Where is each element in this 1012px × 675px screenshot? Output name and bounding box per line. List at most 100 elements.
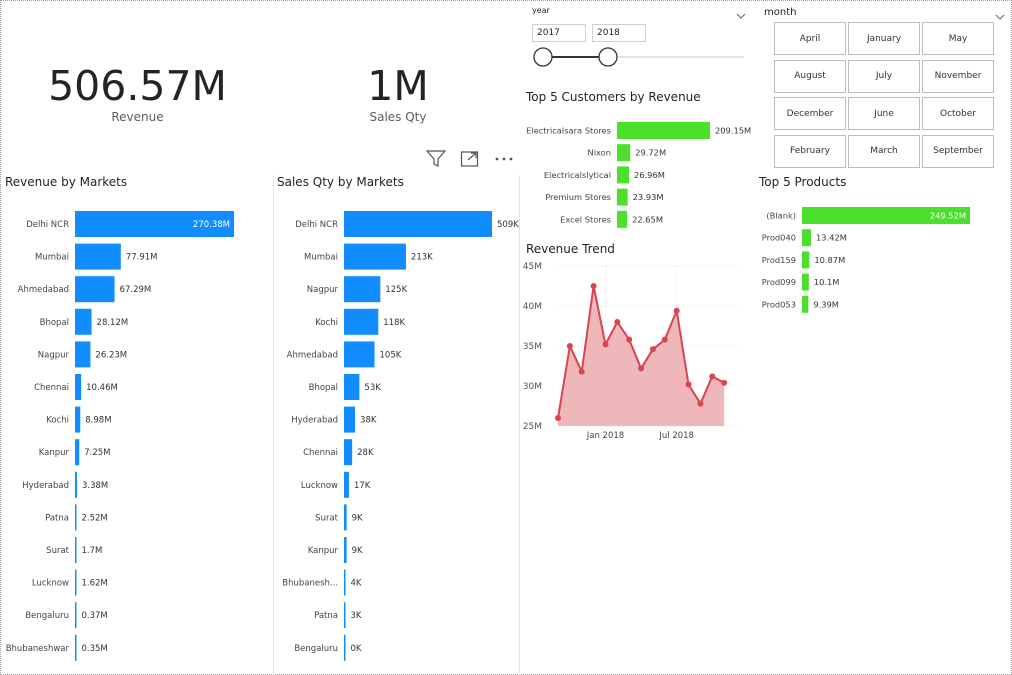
bar bbox=[344, 569, 346, 596]
bar bbox=[802, 295, 809, 313]
bar bbox=[617, 122, 710, 139]
category-label: Nagpur bbox=[38, 350, 70, 360]
data-label: 2.52M bbox=[82, 513, 108, 523]
month-option-october[interactable]: October bbox=[922, 97, 994, 130]
bar bbox=[75, 211, 234, 237]
data-label: 53K bbox=[364, 383, 381, 393]
data-label: 38K bbox=[360, 416, 377, 426]
bar bbox=[344, 602, 346, 629]
bar bbox=[75, 634, 77, 661]
year-range-slider[interactable] bbox=[532, 46, 747, 68]
top-products-title: Top 5 Products bbox=[759, 175, 847, 189]
y-tick-label: 40M bbox=[523, 302, 542, 312]
month-option-september[interactable]: September bbox=[922, 134, 994, 168]
month-option-july[interactable]: July bbox=[848, 59, 920, 93]
divider bbox=[519, 175, 520, 675]
category-label: Bhopal bbox=[40, 318, 69, 328]
y-tick-label: 25M bbox=[523, 422, 542, 432]
data-label: 9K bbox=[352, 546, 363, 556]
category-label: Chennai bbox=[34, 383, 69, 393]
data-label: 10.46M bbox=[86, 383, 118, 393]
data-label: 29.72M bbox=[635, 148, 666, 158]
x-tick-label: Jul 2018 bbox=[658, 431, 694, 441]
month-option-august[interactable]: August bbox=[774, 59, 846, 93]
bar bbox=[344, 276, 381, 303]
revenue-by-markets-chart[interactable]: Delhi NCR 270.38M Mumbai 77.91M Ahmedabad 67.… bbox=[0, 205, 272, 665]
month-option-march[interactable]: March bbox=[848, 134, 920, 168]
data-label: 0.35M bbox=[82, 644, 108, 654]
data-point bbox=[685, 381, 692, 388]
bar bbox=[75, 406, 81, 433]
data-label: 0.37M bbox=[82, 611, 108, 621]
data-label: 270.38M bbox=[193, 220, 230, 230]
category-label: Premium Stores bbox=[545, 192, 611, 202]
category-label: Excel Stores bbox=[560, 214, 611, 224]
top-customers-title: Top 5 Customers by Revenue bbox=[526, 90, 701, 104]
category-label: Bengaluru bbox=[25, 611, 69, 621]
year-slicer[interactable]: year 2017 2018 bbox=[528, 2, 750, 68]
category-label: Ahmedabad bbox=[18, 285, 69, 295]
data-point bbox=[673, 307, 680, 314]
category-label: Mumbai bbox=[35, 253, 69, 263]
top-customers-chart[interactable]: Electricalsara Stores 209.15M Nixon 29.72M E… bbox=[520, 118, 755, 233]
data-point bbox=[697, 400, 704, 407]
focus-mode-icon[interactable] bbox=[460, 150, 480, 172]
data-label: 13.42M bbox=[816, 233, 847, 243]
bar bbox=[75, 439, 80, 466]
category-label: Prod053 bbox=[762, 299, 796, 309]
data-point bbox=[555, 415, 561, 421]
category-label: Ahmedabad bbox=[287, 350, 338, 360]
filter-icon[interactable] bbox=[425, 150, 447, 172]
revenue-trend-chart[interactable]: 25M 30M 35M 40M 45M Jan 2018 Jul 2018 bbox=[520, 258, 750, 448]
category-label: Electricalsara Stores bbox=[526, 126, 611, 136]
data-point bbox=[590, 283, 597, 289]
bar bbox=[802, 273, 809, 291]
bar bbox=[344, 471, 349, 498]
chevron-down-icon[interactable] bbox=[995, 6, 1005, 25]
data-label: 26.23M bbox=[95, 350, 127, 360]
top-products-chart[interactable]: (Blank) 249.52M Prod040 13.42M Prod159 10.87M… bbox=[755, 203, 1005, 318]
month-option-april[interactable]: April bbox=[774, 22, 846, 55]
bar bbox=[344, 243, 406, 270]
bar bbox=[75, 537, 77, 563]
revenue-trend-title: Revenue Trend bbox=[526, 242, 615, 256]
category-label: Kochi bbox=[46, 416, 69, 426]
category-label: Nagpur bbox=[307, 285, 339, 295]
data-label: 7.25M bbox=[84, 448, 110, 458]
category-label: Bengaluru bbox=[294, 644, 338, 654]
sales-qty-by-markets-chart[interactable]: Delhi NCR 509K Mumbai 213K Nagpur 125K Kochi 11… bbox=[275, 205, 520, 665]
data-label: 67.29M bbox=[120, 285, 152, 295]
divider bbox=[273, 175, 274, 675]
bar bbox=[75, 341, 91, 368]
more-options-icon[interactable] bbox=[494, 150, 514, 172]
data-label: 10.1M bbox=[814, 277, 840, 287]
data-point bbox=[721, 379, 728, 386]
year-start-input[interactable]: 2017 bbox=[532, 24, 586, 42]
category-label: Delhi NCR bbox=[295, 220, 338, 230]
category-label: Prod099 bbox=[762, 277, 796, 287]
category-label: Delhi NCR bbox=[26, 220, 69, 230]
month-option-february[interactable]: February bbox=[774, 134, 846, 168]
data-label: 105K bbox=[380, 350, 402, 360]
revenue-kpi-label: Revenue bbox=[111, 110, 164, 124]
bar bbox=[344, 406, 356, 433]
year-end-input[interactable]: 2018 bbox=[592, 24, 646, 42]
visual-toolbar bbox=[424, 148, 519, 170]
category-label: (Blank) bbox=[766, 211, 796, 221]
chevron-down-icon[interactable] bbox=[736, 5, 746, 24]
month-option-november[interactable]: November bbox=[922, 59, 994, 93]
sales-qty-card[interactable]: 1M Sales Qty bbox=[300, 62, 496, 132]
month-option-december[interactable]: December bbox=[774, 97, 846, 130]
bar bbox=[344, 537, 347, 563]
month-option-june[interactable]: June bbox=[848, 97, 920, 130]
month-option-may[interactable]: May bbox=[922, 22, 994, 55]
data-label: 8.98M bbox=[85, 416, 111, 426]
data-label: 3K bbox=[351, 611, 362, 621]
revenue-card[interactable]: 506.57M Revenue bbox=[30, 62, 245, 132]
month-option-january[interactable]: January bbox=[848, 22, 920, 55]
year-slider-start-handle bbox=[533, 47, 553, 67]
x-tick-label: Jan 2018 bbox=[586, 431, 624, 441]
bar bbox=[344, 211, 492, 237]
data-point bbox=[614, 319, 621, 325]
data-label: 249.52M bbox=[930, 211, 966, 221]
